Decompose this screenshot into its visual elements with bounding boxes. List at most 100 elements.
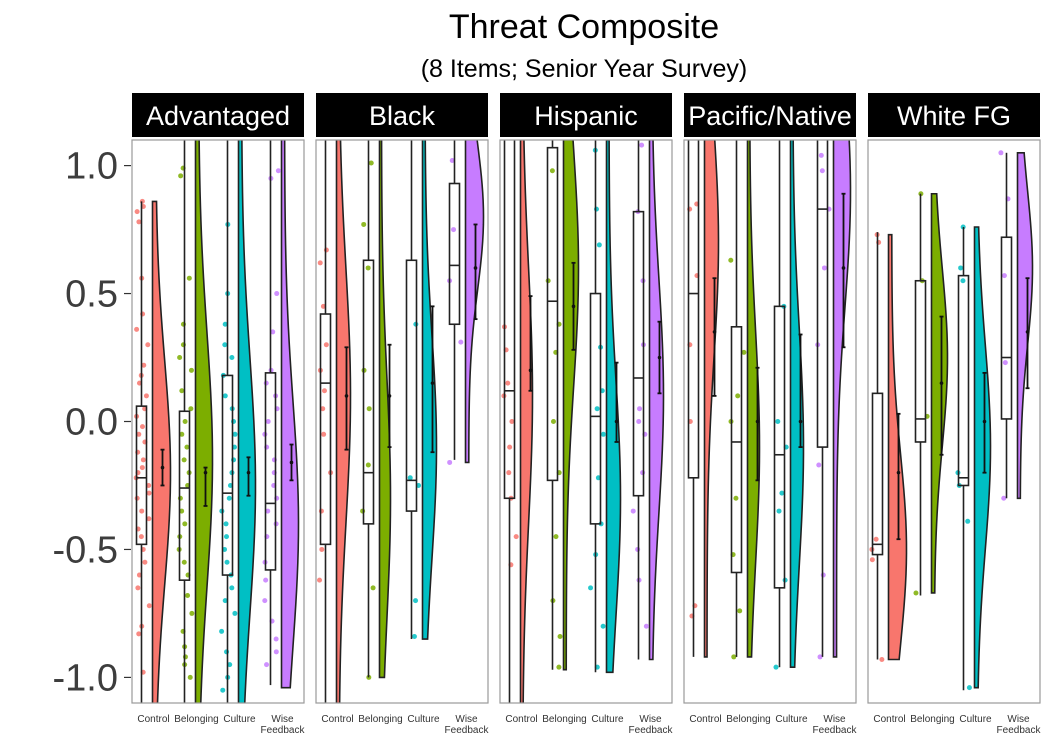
box — [871, 392, 884, 556]
data-point — [177, 495, 183, 501]
data-point — [506, 470, 512, 476]
data-point — [136, 431, 142, 437]
data-point — [873, 536, 879, 542]
box — [687, 140, 700, 479]
data-point — [731, 654, 737, 660]
data-point — [728, 257, 734, 263]
data-point — [600, 431, 606, 437]
facet-strip — [316, 93, 488, 137]
data-point — [556, 664, 562, 670]
x-tick-label: Wise — [823, 714, 846, 725]
violin-control — [519, 140, 534, 703]
mean-point — [798, 419, 803, 424]
data-point — [222, 321, 228, 327]
violin-culture — [421, 140, 438, 640]
violin-wise-feedback — [648, 140, 665, 661]
data-point — [136, 631, 142, 637]
data-point — [447, 459, 453, 465]
violin-control — [887, 233, 908, 661]
box — [448, 182, 461, 326]
data-point — [181, 457, 187, 463]
data-point — [594, 406, 600, 412]
y-axis: 1.0 0.5 0.0 -0.5 -1.0 — [53, 146, 131, 699]
facet-strip — [684, 93, 856, 137]
box — [914, 279, 927, 443]
data-point — [549, 168, 555, 174]
data-point — [138, 534, 144, 540]
data-point — [188, 406, 194, 412]
mean-point — [712, 330, 717, 334]
data-point — [966, 685, 972, 691]
data-point — [232, 431, 238, 437]
x-tick-label: Culture — [775, 714, 808, 725]
data-point — [139, 508, 145, 514]
x-tick-label: Culture — [591, 714, 624, 725]
x-tick-label: Feedback — [445, 725, 490, 736]
mean-point — [473, 266, 478, 270]
violin-culture — [605, 140, 622, 674]
mean-point — [344, 394, 349, 398]
x-tick-label: Wise — [1007, 714, 1030, 725]
chart-title: Threat Composite — [449, 8, 719, 46]
y-tick-label: 0.5 — [65, 274, 118, 316]
box — [632, 210, 645, 497]
panel-border — [683, 139, 857, 704]
data-point — [134, 326, 140, 332]
y-tick-label: -1.0 — [53, 657, 118, 699]
data-point — [139, 424, 145, 430]
data-point — [140, 457, 146, 463]
facet-panel: Pacific/Native Control Belonging Culture Wis… — [683, 93, 857, 736]
x-tick-label: Culture — [223, 714, 256, 725]
data-point — [366, 406, 372, 412]
data-point — [643, 623, 649, 629]
data-point — [146, 490, 152, 496]
data-point — [818, 152, 824, 158]
x-tick-label: Control — [689, 714, 721, 725]
mean-point — [939, 381, 944, 385]
data-point — [134, 209, 140, 215]
data-point — [146, 603, 152, 609]
panel-plot-area — [687, 140, 852, 670]
data-point — [142, 559, 148, 565]
mean-point — [203, 470, 208, 475]
mean-point — [430, 381, 435, 385]
panel-border — [131, 139, 305, 704]
data-point — [733, 495, 739, 501]
data-point — [188, 367, 194, 373]
data-point — [320, 303, 326, 309]
data-point — [960, 278, 966, 284]
data-point — [635, 546, 641, 552]
x-tick-label: Feedback — [261, 725, 306, 736]
x-tick-label: Control — [137, 714, 169, 725]
data-point — [181, 559, 187, 565]
data-point — [232, 610, 238, 616]
box — [264, 372, 277, 571]
data-point — [779, 490, 785, 496]
data-point — [600, 623, 606, 629]
data-point — [636, 419, 642, 424]
data-point — [223, 521, 229, 527]
violin-belonging — [562, 140, 580, 671]
facet-strip — [132, 93, 304, 137]
box — [362, 259, 375, 525]
data-point — [187, 674, 193, 680]
mean-point — [289, 460, 294, 465]
data-point — [179, 508, 185, 514]
box — [730, 326, 743, 574]
data-point — [557, 633, 563, 639]
data-point — [263, 577, 269, 583]
data-point — [321, 431, 327, 437]
panel-border — [315, 139, 489, 704]
data-point — [509, 419, 515, 424]
data-point — [998, 150, 1004, 156]
data-point — [550, 419, 556, 424]
data-point — [141, 362, 147, 368]
data-point — [227, 662, 233, 668]
data-point — [869, 557, 875, 563]
violin-wise-feedback — [832, 140, 852, 658]
box — [816, 140, 829, 448]
violin-culture — [237, 140, 257, 703]
x-tick-label: Wise — [271, 714, 294, 725]
